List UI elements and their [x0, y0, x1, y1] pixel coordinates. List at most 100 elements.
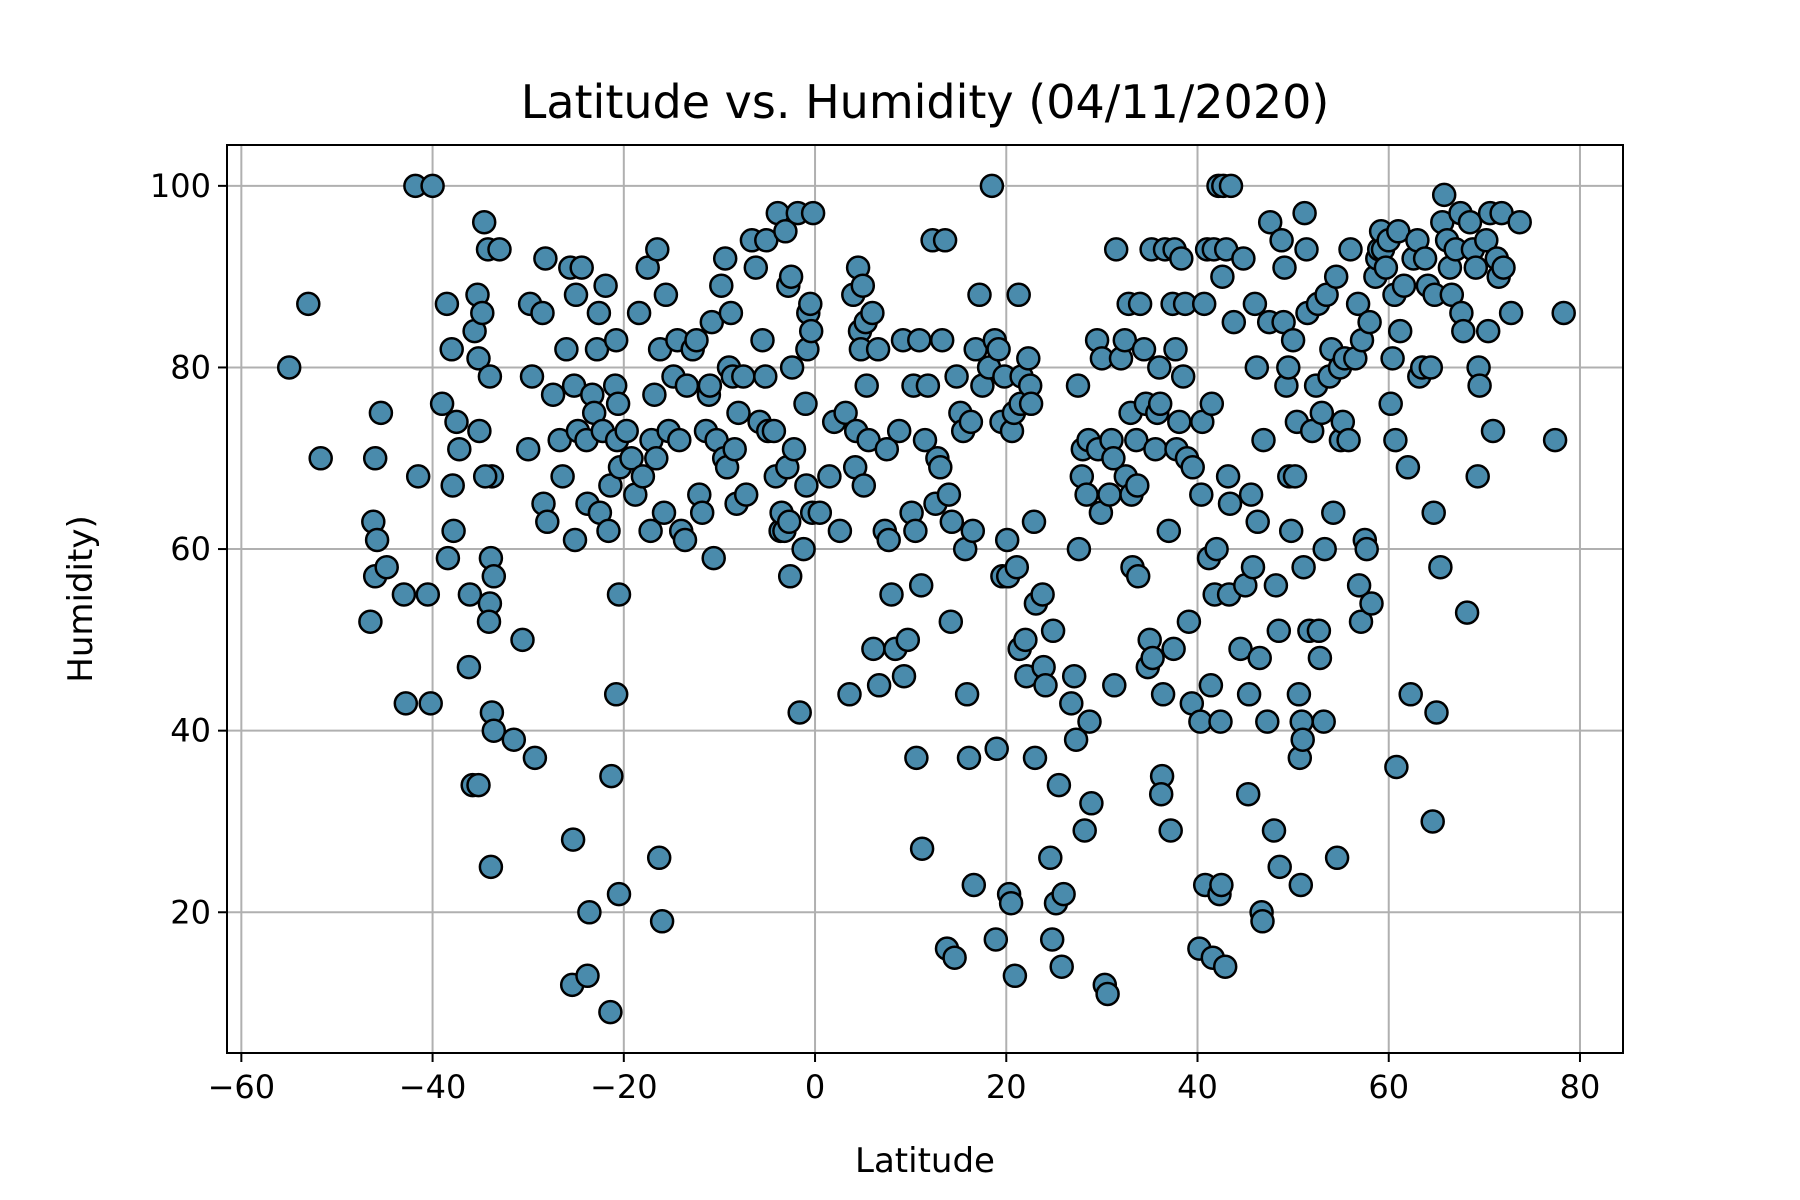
data-point [1280, 327, 1306, 353]
data-point [891, 663, 917, 689]
data-point [1421, 500, 1446, 525]
data-point [1261, 818, 1287, 843]
data-point [1354, 536, 1379, 562]
data-point [709, 273, 734, 298]
data-point [1398, 682, 1423, 707]
data-point [1127, 291, 1153, 317]
data-point [1542, 427, 1568, 453]
data-point [1065, 373, 1091, 398]
data-point [860, 300, 885, 326]
data-point [1498, 300, 1524, 326]
data-point [1475, 318, 1501, 344]
data-point [1269, 228, 1294, 253]
data-point [554, 337, 579, 362]
y-tick-label: 100 [150, 167, 211, 205]
data-point [405, 464, 431, 489]
data-point [358, 609, 383, 634]
data-point [1147, 355, 1172, 380]
data-point [998, 890, 1024, 916]
data-point [1066, 536, 1092, 562]
data-point [1278, 518, 1304, 544]
axis-ticks: −60 −40 −20 0 20 40 60 80 20 40 60 80 100 [150, 167, 1600, 1106]
data-point [1292, 200, 1317, 226]
data-point [778, 264, 804, 289]
data-point [1188, 709, 1213, 734]
data-point [1463, 255, 1489, 280]
data-point [481, 718, 507, 743]
data-point [1250, 909, 1275, 934]
data-point [296, 291, 321, 317]
data-point [599, 763, 624, 789]
data-point [1412, 246, 1438, 271]
data-point [722, 436, 747, 462]
data-point [522, 745, 548, 771]
data-point [530, 300, 555, 326]
data-point [519, 364, 545, 389]
data-point [638, 518, 663, 544]
data-point [1383, 427, 1408, 453]
data-point [1030, 582, 1055, 607]
data-point [1294, 237, 1319, 262]
x-tick-label: −40 [399, 1068, 467, 1106]
data-point [1282, 464, 1308, 489]
x-tick-label: 60 [1368, 1068, 1409, 1106]
data-point [603, 682, 629, 707]
x-tick-label: 20 [986, 1068, 1027, 1106]
data-point [1198, 673, 1224, 698]
data-point [667, 427, 692, 453]
data-point [1467, 373, 1492, 398]
data-point [886, 418, 912, 444]
data-point [586, 300, 612, 326]
data-point [1102, 673, 1127, 698]
data-point [895, 627, 921, 653]
data-point [908, 573, 934, 598]
data-point [1016, 346, 1041, 371]
data-point [1221, 309, 1247, 335]
data-point [874, 436, 900, 462]
x-tick-label: −60 [208, 1068, 276, 1106]
data-point [684, 327, 709, 353]
data-point [393, 691, 419, 716]
data-point [471, 209, 497, 235]
data-point [1039, 927, 1065, 952]
data-point [1095, 981, 1120, 1007]
x-tick-label: 40 [1177, 1068, 1218, 1106]
data-point [800, 200, 826, 226]
data-point [960, 518, 986, 544]
data-point [1235, 781, 1261, 807]
data-point [1004, 554, 1030, 580]
data-point [1033, 673, 1058, 698]
data-point [645, 237, 670, 262]
data-point [603, 327, 629, 353]
data-point [1176, 609, 1202, 634]
data-point [956, 745, 982, 771]
data-point [827, 518, 853, 544]
data-point [435, 545, 461, 571]
data-point [1169, 246, 1194, 271]
data-point [1150, 682, 1176, 707]
data-point [374, 554, 399, 580]
data-point [1276, 355, 1301, 380]
data-point [733, 482, 759, 507]
data-point [1051, 881, 1076, 907]
data-point [697, 373, 723, 398]
data-point [1006, 282, 1031, 308]
data-point [466, 772, 491, 798]
data-point [773, 219, 798, 244]
data-point [563, 282, 589, 308]
data-point [1291, 554, 1316, 580]
data-point [791, 536, 816, 562]
data-point [932, 228, 958, 253]
data-point [429, 391, 455, 417]
data-point [787, 700, 812, 725]
data-point [798, 291, 823, 317]
data-point [418, 691, 443, 716]
data-point [596, 518, 621, 544]
data-point [942, 945, 967, 970]
y-axis-label: Humidity) [61, 515, 101, 682]
data-point [1079, 791, 1104, 816]
data-point [994, 527, 1020, 553]
data-point [362, 446, 388, 471]
data-point [1424, 700, 1449, 725]
data-point [779, 355, 805, 380]
